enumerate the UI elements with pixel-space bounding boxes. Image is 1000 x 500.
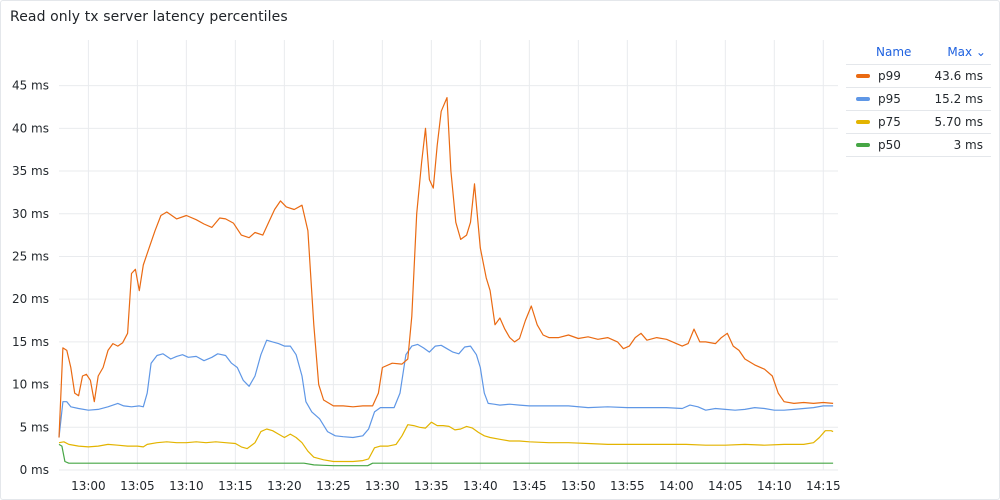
legend-row-p99[interactable]: p99 43.6 ms — [846, 65, 991, 88]
x-tick-label: 13:15 — [218, 479, 253, 493]
y-tick-label: 25 ms — [12, 249, 49, 263]
legend-swatch — [856, 97, 870, 101]
x-tick-label: 14:05 — [708, 479, 743, 493]
y-tick-label: 10 ms — [12, 378, 49, 392]
legend-row-p95[interactable]: p95 15.2 ms — [846, 88, 991, 111]
series-line-p95 — [58, 339, 834, 439]
legend-name-header[interactable]: Name — [876, 45, 912, 59]
series-lines — [58, 97, 834, 467]
x-tick-label: 14:15 — [806, 479, 841, 493]
x-axis: 13:00 13:05 13:10 13:15 13:20 13:25 13:30 13:35… — [71, 479, 840, 493]
x-tick-label: 13:35 — [414, 479, 449, 493]
y-tick-label: 5 ms — [20, 420, 49, 434]
legend-series-name: p99 — [878, 69, 901, 83]
panel-title: Read only tx server latency percentiles — [10, 9, 288, 25]
x-tick-label: 13:10 — [169, 479, 204, 493]
legend-max-header[interactable]: Max ⌄ — [947, 45, 986, 59]
x-tick-label: 13:45 — [512, 479, 547, 493]
y-tick-label: 35 ms — [12, 164, 49, 178]
legend-table: Name Max ⌄ p99 43.6 ms p95 15.2 ms p75 5… — [846, 40, 991, 157]
grid — [59, 40, 838, 471]
y-axis: 0 ms 5 ms 10 ms 15 ms 20 ms 25 ms 30 ms 35 ms 40… — [12, 79, 49, 477]
x-tick-label: 13:05 — [120, 479, 155, 493]
legend-swatch — [856, 120, 870, 124]
legend-series-max: 43.6 ms — [934, 69, 983, 83]
series-line-p75 — [58, 421, 834, 463]
legend-series-max: 5.70 ms — [934, 115, 983, 129]
x-tick-label: 13:30 — [365, 479, 400, 493]
legend-swatch — [856, 143, 870, 147]
legend-series-name: p75 — [878, 115, 901, 129]
x-tick-label: 13:50 — [561, 479, 596, 493]
y-tick-label: 45 ms — [12, 79, 49, 93]
y-tick-label: 40 ms — [12, 121, 49, 135]
series-line-p50 — [58, 443, 834, 467]
x-tick-label: 13:20 — [267, 479, 302, 493]
x-tick-label: 14:00 — [659, 479, 694, 493]
y-tick-label: 30 ms — [12, 207, 49, 221]
x-tick-label: 13:40 — [463, 479, 498, 493]
legend-series-max: 15.2 ms — [934, 92, 983, 106]
series-line-p99 — [58, 97, 834, 438]
legend-row-p75[interactable]: p75 5.70 ms — [846, 111, 991, 134]
x-tick-label: 13:25 — [316, 479, 351, 493]
legend-series-max: 3 ms — [953, 138, 983, 152]
legend-row-p50[interactable]: p50 3 ms — [846, 134, 991, 157]
y-tick-label: 15 ms — [12, 335, 49, 349]
x-tick-label: 14:10 — [757, 479, 792, 493]
x-tick-label: 13:55 — [610, 479, 645, 493]
legend-header: Name Max ⌄ — [846, 40, 991, 65]
legend-swatch — [856, 74, 870, 78]
y-tick-label: 0 ms — [20, 463, 49, 477]
x-tick-label: 13:00 — [71, 479, 106, 493]
y-tick-label: 20 ms — [12, 292, 49, 306]
legend-series-name: p95 — [878, 92, 901, 106]
legend-series-name: p50 — [878, 138, 901, 152]
